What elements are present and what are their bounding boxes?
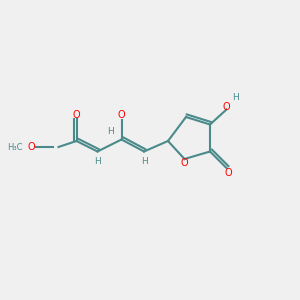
Text: H₃C: H₃C [7, 142, 22, 152]
Text: O: O [28, 142, 35, 152]
Text: H: H [232, 93, 239, 102]
Text: O: O [181, 158, 188, 169]
Text: H: H [94, 158, 101, 166]
Text: O: O [118, 110, 125, 121]
Text: H: H [108, 128, 114, 136]
Text: O: O [223, 101, 230, 112]
Text: O: O [73, 110, 80, 121]
Text: O: O [224, 167, 232, 178]
Text: H: H [141, 158, 147, 166]
